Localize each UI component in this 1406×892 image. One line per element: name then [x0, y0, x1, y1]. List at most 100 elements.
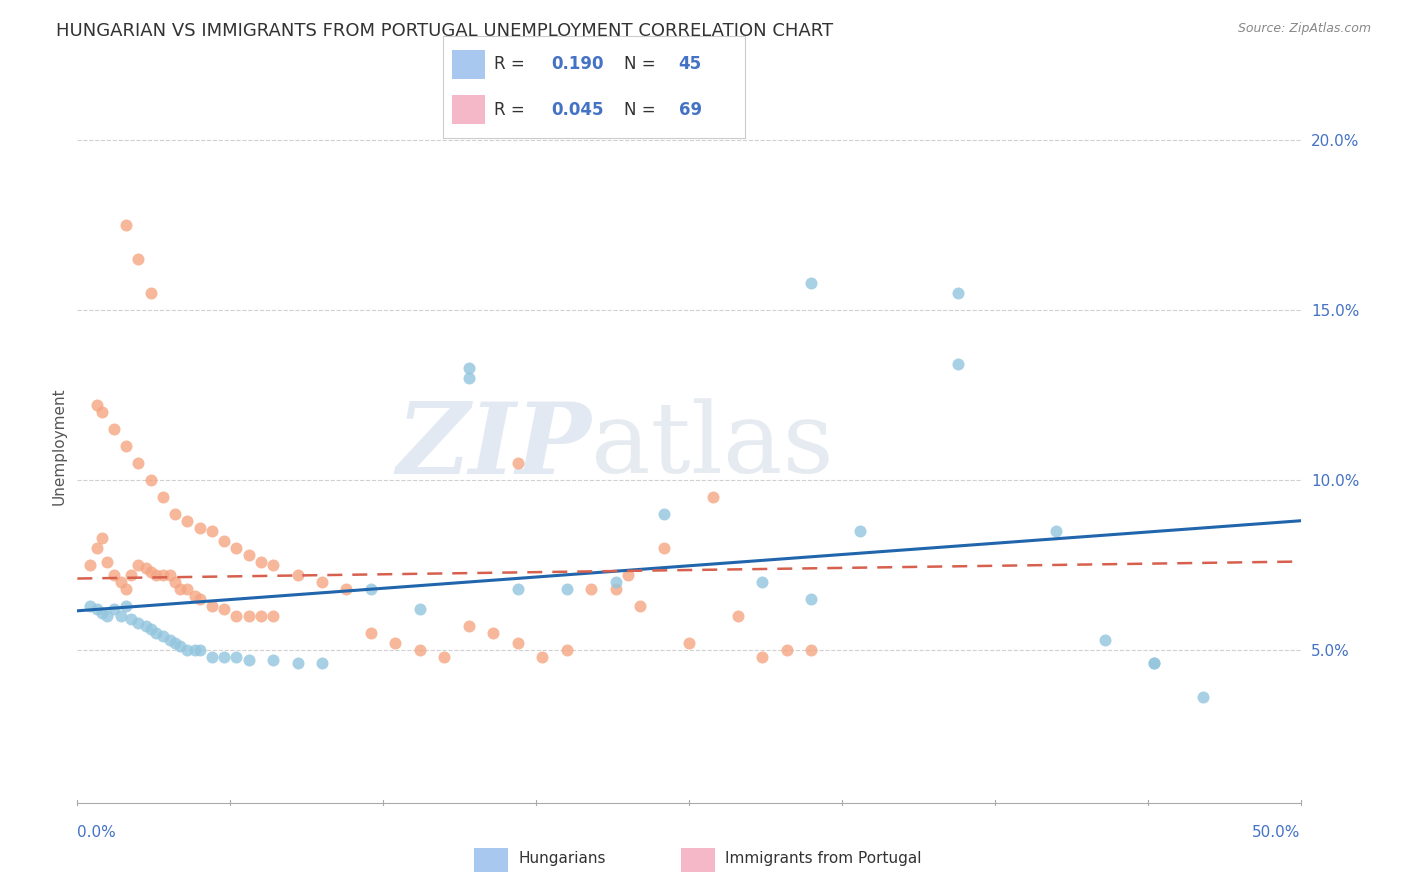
- Point: [165, 636, 187, 650]
- Point: [776, 643, 799, 657]
- Point: [79, 599, 101, 613]
- Bar: [451, 50, 485, 78]
- Point: [506, 636, 529, 650]
- Text: 0.045: 0.045: [551, 101, 605, 119]
- Point: [605, 582, 627, 596]
- Point: [238, 653, 260, 667]
- Point: [287, 657, 309, 671]
- Point: [1045, 524, 1067, 538]
- Point: [800, 591, 823, 606]
- Point: [176, 514, 198, 528]
- Point: [188, 591, 211, 606]
- Point: [849, 524, 872, 538]
- Point: [225, 541, 247, 555]
- Point: [86, 602, 108, 616]
- Point: [531, 649, 554, 664]
- Point: [250, 608, 273, 623]
- Point: [169, 640, 191, 654]
- Text: 45: 45: [679, 55, 702, 73]
- Text: Immigrants from Portugal: Immigrants from Portugal: [725, 851, 921, 866]
- Point: [96, 555, 118, 569]
- Text: Hungarians: Hungarians: [517, 851, 606, 866]
- Point: [262, 608, 284, 623]
- Point: [360, 582, 382, 596]
- Point: [238, 548, 260, 562]
- Point: [145, 626, 167, 640]
- Point: [96, 608, 118, 623]
- Point: [159, 632, 181, 647]
- Text: 50.0%: 50.0%: [1253, 825, 1301, 840]
- Point: [188, 643, 211, 657]
- Text: atlas: atlas: [591, 398, 834, 494]
- Point: [139, 473, 162, 487]
- Point: [946, 286, 969, 301]
- Point: [360, 626, 382, 640]
- Point: [184, 589, 207, 603]
- Point: [139, 623, 162, 637]
- Point: [409, 643, 432, 657]
- Point: [152, 568, 174, 582]
- Point: [201, 524, 224, 538]
- Point: [120, 568, 142, 582]
- Point: [201, 599, 224, 613]
- Point: [654, 541, 676, 555]
- Point: [433, 649, 456, 664]
- Point: [128, 252, 150, 266]
- Text: 0.0%: 0.0%: [77, 825, 117, 840]
- Point: [159, 568, 181, 582]
- Point: [103, 568, 125, 582]
- Point: [212, 602, 235, 616]
- Point: [605, 574, 627, 589]
- Point: [139, 565, 162, 579]
- Point: [800, 643, 823, 657]
- Point: [579, 582, 602, 596]
- Point: [946, 358, 969, 372]
- Point: [165, 507, 187, 521]
- Point: [311, 657, 333, 671]
- Point: [384, 636, 406, 650]
- Text: R =: R =: [495, 101, 530, 119]
- Text: 0.190: 0.190: [551, 55, 605, 73]
- Point: [482, 626, 505, 640]
- Point: [1143, 657, 1166, 671]
- Point: [169, 582, 191, 596]
- Point: [1143, 657, 1166, 671]
- Point: [79, 558, 101, 572]
- Point: [311, 574, 333, 589]
- Point: [115, 439, 138, 453]
- Point: [188, 520, 211, 534]
- Text: 69: 69: [679, 101, 702, 119]
- Point: [225, 649, 247, 664]
- Text: N =: N =: [624, 101, 661, 119]
- Point: [555, 582, 578, 596]
- Point: [212, 534, 235, 549]
- Point: [800, 276, 823, 290]
- Point: [678, 636, 700, 650]
- Point: [128, 615, 150, 630]
- Point: [120, 612, 142, 626]
- Point: [457, 371, 479, 385]
- Point: [176, 582, 198, 596]
- Point: [262, 653, 284, 667]
- Point: [628, 599, 651, 613]
- Point: [103, 602, 125, 616]
- Point: [335, 582, 357, 596]
- Point: [90, 606, 112, 620]
- Point: [135, 561, 157, 575]
- Point: [506, 582, 529, 596]
- Point: [139, 286, 162, 301]
- Y-axis label: Unemployment: Unemployment: [51, 387, 66, 505]
- Point: [152, 490, 174, 504]
- Point: [238, 608, 260, 623]
- Text: ZIP: ZIP: [396, 398, 591, 494]
- Point: [1191, 690, 1213, 705]
- Point: [110, 608, 132, 623]
- Point: [751, 574, 773, 589]
- Point: [110, 574, 132, 589]
- Point: [201, 649, 224, 664]
- Point: [90, 405, 112, 419]
- Point: [184, 643, 207, 657]
- Point: [128, 456, 150, 470]
- Point: [250, 555, 273, 569]
- Point: [86, 541, 108, 555]
